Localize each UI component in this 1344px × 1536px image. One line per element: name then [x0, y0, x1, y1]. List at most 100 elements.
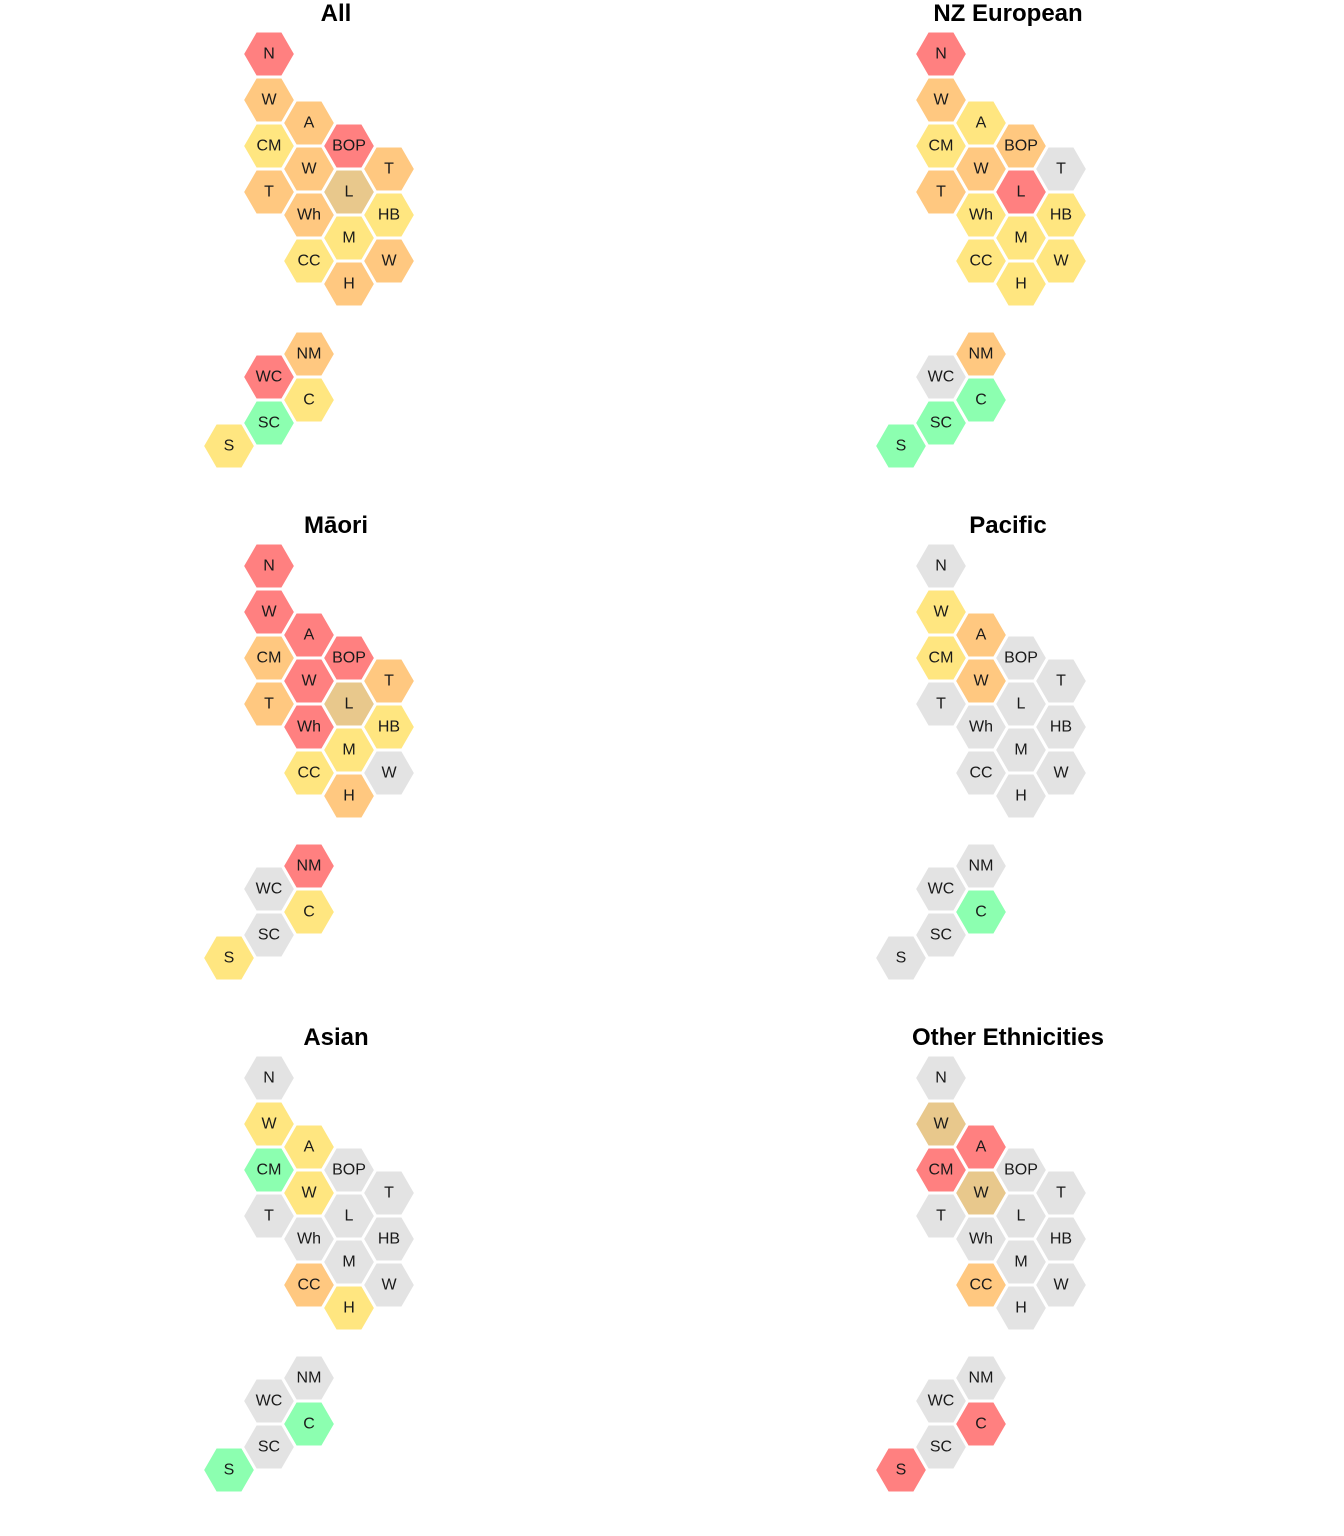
region-label: CM: [257, 1162, 282, 1179]
region-hex-w: W: [913, 1100, 969, 1148]
region-hex-sc: SC: [913, 1423, 969, 1471]
region-hex-wc: WC: [913, 353, 969, 401]
region-hex-t: T: [913, 168, 969, 216]
region-label: Wh: [969, 1231, 993, 1248]
region-hex-h: H: [993, 1284, 1049, 1332]
region-label: SC: [258, 415, 280, 432]
region-label: N: [263, 558, 275, 575]
hex-cell: [281, 237, 337, 285]
region-hex-cc: CC: [953, 749, 1009, 797]
region-label: T: [936, 184, 946, 201]
region-label: SC: [930, 927, 952, 944]
panel-title: Māori: [303, 512, 368, 539]
region-label: CC: [969, 765, 992, 782]
region-hex-nm: NM: [281, 842, 337, 890]
region-label: A: [304, 627, 315, 644]
region-label: W: [301, 1185, 317, 1202]
region-hex-bop: BOP: [993, 634, 1049, 682]
region-hex-hb: HB: [1033, 703, 1089, 751]
map-panel-pacific: Pacific N W A CM BOP W T T L Wh HB M CC W H NM WC C SC S: [672, 512, 1344, 1024]
region-hex-m: M: [321, 214, 377, 262]
region-label: NM: [969, 346, 994, 363]
region-hex-t: T: [241, 168, 297, 216]
hex-map: N W A CM BOP W T T L Wh HB M CC W H NM WC C SC S: [873, 1054, 1089, 1494]
region-label: BOP: [1004, 1162, 1038, 1179]
region-label: C: [303, 904, 315, 921]
region-hex-h: H: [321, 260, 377, 308]
region-label: CM: [929, 650, 954, 667]
region-label: Wh: [969, 207, 993, 224]
hex-cell: [241, 168, 297, 216]
region-label: T: [264, 696, 274, 713]
region-hex-wc: WC: [913, 1377, 969, 1425]
region-label: T: [1056, 161, 1066, 178]
hex-cell: [241, 680, 297, 728]
region-hex-sc: SC: [913, 399, 969, 447]
region-label: S: [896, 950, 907, 967]
region-label: Wh: [297, 719, 321, 736]
hex-cell: [953, 1400, 1009, 1448]
region-hex-sc: SC: [913, 911, 969, 959]
region-label: CM: [929, 138, 954, 155]
region-label: SC: [930, 1439, 952, 1456]
region-hex-cm: CM: [241, 634, 297, 682]
region-label: N: [263, 46, 275, 63]
region-label: BOP: [1004, 138, 1038, 155]
region-label: W: [381, 253, 397, 270]
region-hex-n: N: [241, 1054, 297, 1102]
region-label: T: [384, 673, 394, 690]
region-label: Wh: [297, 207, 321, 224]
region-hex-c: C: [281, 1400, 337, 1448]
region-label: L: [345, 184, 354, 201]
region-label: W: [973, 161, 989, 178]
region-label: WC: [928, 369, 955, 386]
map-panel-maori: Māori N W A CM BOP W T T L Wh HB M CC W H NM WC C SC S: [0, 512, 672, 1024]
region-label: H: [343, 1300, 355, 1317]
region-hex-wc: WC: [241, 353, 297, 401]
region-label: C: [975, 904, 987, 921]
region-hex-m: M: [321, 1238, 377, 1286]
region-label: W: [973, 673, 989, 690]
hex-cell: [913, 911, 969, 959]
hex-map: N W A CM BOP W T T L Wh HB M CC W H NM WC C SC S: [201, 542, 417, 982]
region-label: WC: [256, 881, 283, 898]
hex-cell: [993, 260, 1049, 308]
region-hex-sc: SC: [241, 1423, 297, 1471]
region-label: HB: [1050, 1231, 1072, 1248]
hex-map: N W A CM BOP W T T L Wh HB M CC W H NM WC C SC S: [201, 30, 417, 470]
hex-map: N W A CM BOP W T T L Wh HB M CC W H NM WC C SC S: [873, 542, 1089, 982]
region-hex-w: W: [953, 657, 1009, 705]
region-label: T: [384, 1185, 394, 1202]
region-label: W: [933, 1116, 949, 1133]
region-hex-s: S: [873, 934, 929, 982]
region-label: HB: [378, 1231, 400, 1248]
region-label: W: [301, 161, 317, 178]
region-label: W: [1053, 1277, 1069, 1294]
region-label: Wh: [297, 1231, 321, 1248]
region-hex-w: W: [281, 657, 337, 705]
region-hex-wh: Wh: [281, 191, 337, 239]
region-hex-w: W: [361, 749, 417, 797]
region-label: S: [896, 438, 907, 455]
region-hex-bop: BOP: [321, 1146, 377, 1194]
region-hex-t: T: [241, 1192, 297, 1240]
region-label: T: [936, 696, 946, 713]
region-hex-wh: Wh: [953, 191, 1009, 239]
region-hex-sc: SC: [241, 399, 297, 447]
region-label: L: [345, 1208, 354, 1225]
region-hex-cm: CM: [913, 1146, 969, 1194]
region-hex-s: S: [201, 422, 257, 470]
region-hex-w: W: [953, 145, 1009, 193]
region-label: W: [933, 92, 949, 109]
hex-cell: [321, 260, 377, 308]
panel-title: Pacific: [969, 512, 1047, 539]
panel-title: Asian: [303, 1024, 369, 1051]
region-hex-cm: CM: [913, 634, 969, 682]
region-label: W: [261, 92, 277, 109]
hex-cell: [281, 376, 337, 424]
hex-cell: [241, 911, 297, 959]
hex-cell: [953, 237, 1009, 285]
region-label: W: [381, 1277, 397, 1294]
region-label: W: [301, 673, 317, 690]
